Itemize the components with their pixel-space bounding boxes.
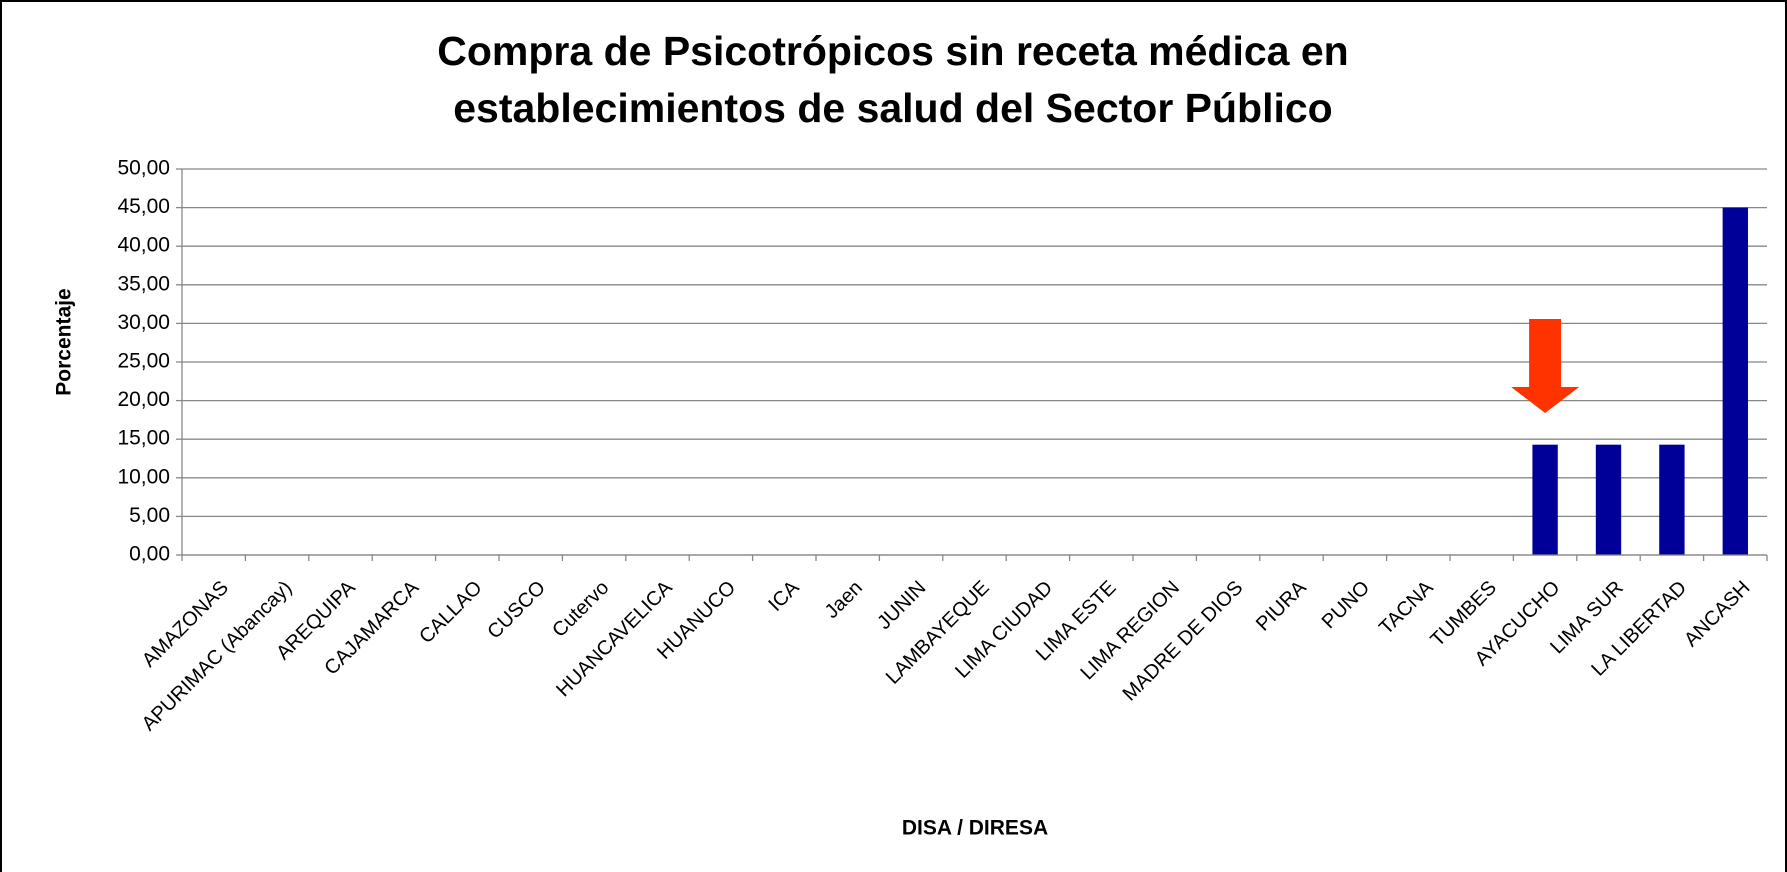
y-tick-label: 35,00: [117, 272, 170, 295]
chart-title: establecimientos de salud del Sector Púb…: [453, 85, 1332, 131]
y-axis-title: Porcentaje: [53, 288, 76, 395]
y-tick-label: 50,00: [117, 157, 170, 180]
x-axis-title: DISA / DIRESA: [902, 817, 1048, 840]
y-tick-label: 40,00: [117, 234, 170, 257]
bar: [1659, 444, 1685, 555]
annotation-arrow: [1511, 319, 1580, 413]
y-tick-label: 10,00: [117, 465, 170, 488]
y-tick-label: 30,00: [117, 311, 170, 334]
y-tick-label: 45,00: [117, 195, 170, 218]
bar: [1595, 444, 1622, 555]
y-tick-label: 5,00: [129, 504, 170, 527]
bar: [1722, 207, 1748, 555]
y-tick-label: 15,00: [117, 427, 170, 450]
y-tick-label: 0,00: [129, 543, 170, 566]
y-tick-label: 25,00: [117, 350, 170, 373]
chart-title: Compra de Psicotrópicos sin receta médic…: [437, 28, 1348, 74]
bar: [1532, 444, 1558, 555]
y-tick-label: 20,00: [117, 388, 170, 411]
